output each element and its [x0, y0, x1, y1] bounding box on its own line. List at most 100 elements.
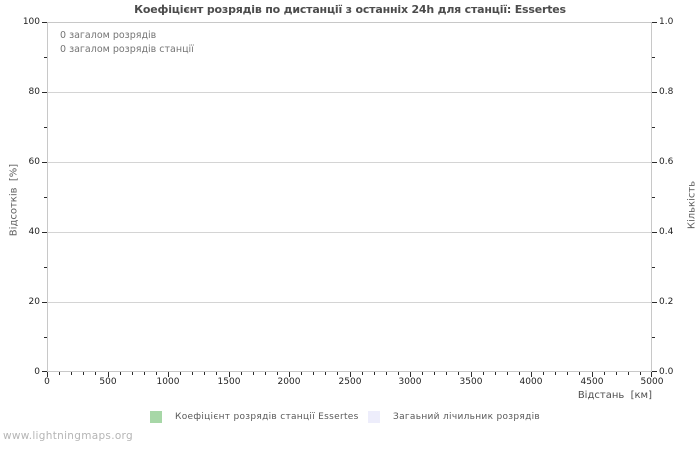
x-tick-label: 5000 — [640, 377, 664, 387]
x-minor-tick — [180, 372, 181, 375]
x-tick-label: 2500 — [338, 377, 362, 387]
y-left-tick — [42, 22, 47, 23]
x-tick — [410, 372, 411, 377]
y-right-minor-tick — [652, 127, 655, 128]
y-right-minor-tick — [652, 57, 655, 58]
y-left-tick-label: 80 — [28, 87, 40, 97]
x-minor-tick — [313, 372, 314, 375]
y-right-tick — [652, 302, 657, 303]
x-tick — [47, 372, 48, 377]
x-minor-tick — [458, 372, 459, 375]
y-right-tick — [652, 22, 657, 23]
x-minor-tick — [434, 372, 435, 375]
x-minor-tick — [83, 372, 84, 375]
annotation-total-station-strokes: 0 загалом розрядів станції — [60, 44, 194, 55]
y-left-tick — [42, 302, 47, 303]
y-right-tick-label: 0.4 — [659, 227, 674, 237]
x-minor-tick — [628, 372, 629, 375]
y-right-tick-label: 0.8 — [659, 87, 674, 97]
y-right-tick — [652, 92, 657, 93]
y-right-minor-tick — [652, 197, 655, 198]
y-left-tick — [42, 162, 47, 163]
x-tick-label: 1500 — [217, 377, 241, 387]
x-minor-tick — [555, 372, 556, 375]
x-minor-tick — [386, 372, 387, 375]
x-tick — [108, 372, 109, 377]
y-right-tick — [652, 162, 657, 163]
x-minor-tick — [422, 372, 423, 375]
x-tick-label: 2000 — [277, 377, 301, 387]
x-minor-tick — [616, 372, 617, 375]
x-minor-tick — [277, 372, 278, 375]
legend-label: Загаьний лічильник розрядів — [393, 412, 541, 422]
x-tick — [229, 372, 230, 377]
y-left-tick-label: 40 — [28, 227, 40, 237]
y-left-tick — [42, 232, 47, 233]
x-minor-tick — [362, 372, 363, 375]
x-minor-tick — [204, 372, 205, 375]
x-minor-tick — [398, 372, 399, 375]
x-minor-tick — [265, 372, 266, 375]
x-tick — [289, 372, 290, 377]
x-tick — [592, 372, 593, 377]
x-minor-tick — [519, 372, 520, 375]
x-minor-tick — [301, 372, 302, 375]
y-right-tick — [652, 371, 657, 372]
y-right-tick-label: 1.0 — [659, 17, 674, 27]
x-tick — [651, 372, 652, 377]
gridline — [48, 92, 651, 93]
y-left-tick-label: 100 — [22, 17, 40, 27]
x-minor-tick — [543, 372, 544, 375]
y-left-tick-label: 60 — [28, 157, 40, 167]
y-left-minor-tick — [44, 197, 47, 198]
x-minor-tick — [253, 372, 254, 375]
y-right-tick-label: 0.2 — [659, 297, 674, 307]
y-left-minor-tick — [44, 57, 47, 58]
x-minor-tick — [374, 372, 375, 375]
gridline — [48, 162, 651, 163]
y-left-tick — [42, 92, 47, 93]
legend-swatch-icon — [368, 411, 380, 423]
legend-item-total-counter: Загаьний лічильник розрядів — [368, 411, 540, 423]
x-minor-tick — [325, 372, 326, 375]
y-left-minor-tick — [44, 267, 47, 268]
x-tick — [471, 372, 472, 377]
gridline — [48, 302, 651, 303]
x-minor-tick — [579, 372, 580, 375]
x-minor-tick — [241, 372, 242, 375]
x-minor-tick — [216, 372, 217, 375]
x-minor-tick — [495, 372, 496, 375]
y-right-tick — [652, 232, 657, 233]
x-minor-tick — [95, 372, 96, 375]
x-tick-label: 4500 — [580, 377, 604, 387]
x-axis-label: Відстань [км] — [577, 390, 652, 401]
x-minor-tick — [144, 372, 145, 375]
x-minor-tick — [71, 372, 72, 375]
x-minor-tick — [132, 372, 133, 375]
x-minor-tick — [156, 372, 157, 375]
x-tick-label: 4000 — [519, 377, 543, 387]
y-left-minor-tick — [44, 337, 47, 338]
x-tick — [168, 372, 169, 377]
y-left-tick-label: 0 — [34, 367, 40, 377]
x-minor-tick — [483, 372, 484, 375]
y-right-tick-label: 0.6 — [659, 157, 674, 167]
x-minor-tick — [446, 372, 447, 375]
watermark: www.lightningmaps.org — [3, 430, 133, 442]
x-tick — [531, 372, 532, 377]
x-tick-label: 1000 — [156, 377, 180, 387]
y-right-minor-tick — [652, 267, 655, 268]
y-left-tick-label: 20 — [28, 297, 40, 307]
x-minor-tick — [192, 372, 193, 375]
x-minor-tick — [507, 372, 508, 375]
x-tick-label: 3500 — [459, 377, 483, 387]
x-minor-tick — [567, 372, 568, 375]
x-tick-label: 500 — [99, 377, 117, 387]
x-minor-tick — [640, 372, 641, 375]
x-minor-tick — [59, 372, 60, 375]
chart-title: Коефіцієнт розрядів по дистанції з остан… — [134, 3, 566, 16]
plot-area — [47, 22, 652, 372]
y-right-minor-tick — [652, 337, 655, 338]
